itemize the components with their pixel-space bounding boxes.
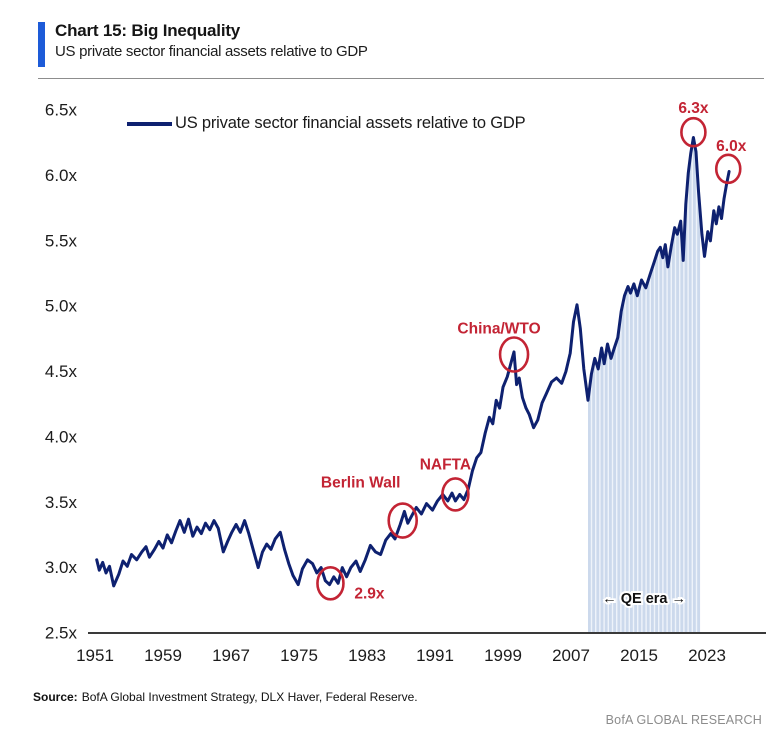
y-axis-tick-label: 2.5x [45, 624, 78, 643]
data-line-series [95, 136, 731, 588]
x-axis-tick-label: 1967 [212, 646, 250, 665]
chart-title: Chart 15: Big Inequality [55, 21, 241, 40]
y-axis-tick-label: 3.5x [45, 493, 78, 512]
header-divider [38, 78, 764, 79]
annotation-circle [441, 477, 470, 512]
source-note: Source: BofA Global Investment Strategy, … [33, 690, 418, 704]
x-axis-tick-label: 2007 [552, 646, 590, 665]
annotation-label: NAFTA [420, 456, 471, 473]
source-text: BofA Global Investment Strategy, DLX Hav… [81, 690, 418, 704]
source-label: Source: [33, 690, 78, 704]
legend-label: US private sector financial assets relat… [175, 114, 526, 132]
x-axis-tick-label: 1991 [416, 646, 454, 665]
annotation-label: Berlin Wall [321, 475, 401, 492]
annotation-label: 6.0x [716, 138, 747, 155]
y-axis-tick-label: 3.0x [45, 558, 78, 577]
y-axis-tick-label: 4.0x [45, 427, 78, 446]
qe-era-shading [588, 137, 701, 633]
y-axis-tick-label: 6.5x [45, 101, 78, 120]
x-axis-tick-label: 2023 [688, 646, 726, 665]
y-axis-tick-label: 4.5x [45, 362, 78, 381]
y-axis-tick-label: 6.0x [45, 166, 78, 185]
legend-line-swatch [127, 121, 172, 126]
chart-legend: US private sector financial assets relat… [127, 114, 526, 133]
annotation-label: China/WTO [457, 321, 540, 338]
annotation-circle [680, 116, 707, 148]
annotation-circle [316, 566, 345, 601]
x-axis-tick-label: 2015 [620, 646, 658, 665]
annotation-label: 2.9x [354, 585, 385, 602]
annotation-circle [387, 502, 419, 539]
x-axis-tick-label: 1959 [144, 646, 182, 665]
annotation-circle [714, 153, 742, 185]
x-axis-tick-label: 1983 [348, 646, 386, 665]
x-axis-tick-label: 1951 [76, 646, 114, 665]
annotation-circle [498, 336, 530, 373]
qe-era-label: ← QE era → [602, 591, 686, 607]
x-axis-tick-label: 1999 [484, 646, 522, 665]
header-accent-bar [38, 22, 45, 67]
chart-subtitle: US private sector financial assets relat… [55, 43, 368, 60]
y-axis-tick-label: 5.0x [45, 297, 78, 316]
annotation-label: 6.3x [678, 100, 709, 117]
y-axis-tick-label: 5.5x [45, 231, 78, 250]
x-axis-tick-label: 1975 [280, 646, 318, 665]
brand-mark: BofA GLOBAL RESEARCH [605, 713, 762, 727]
